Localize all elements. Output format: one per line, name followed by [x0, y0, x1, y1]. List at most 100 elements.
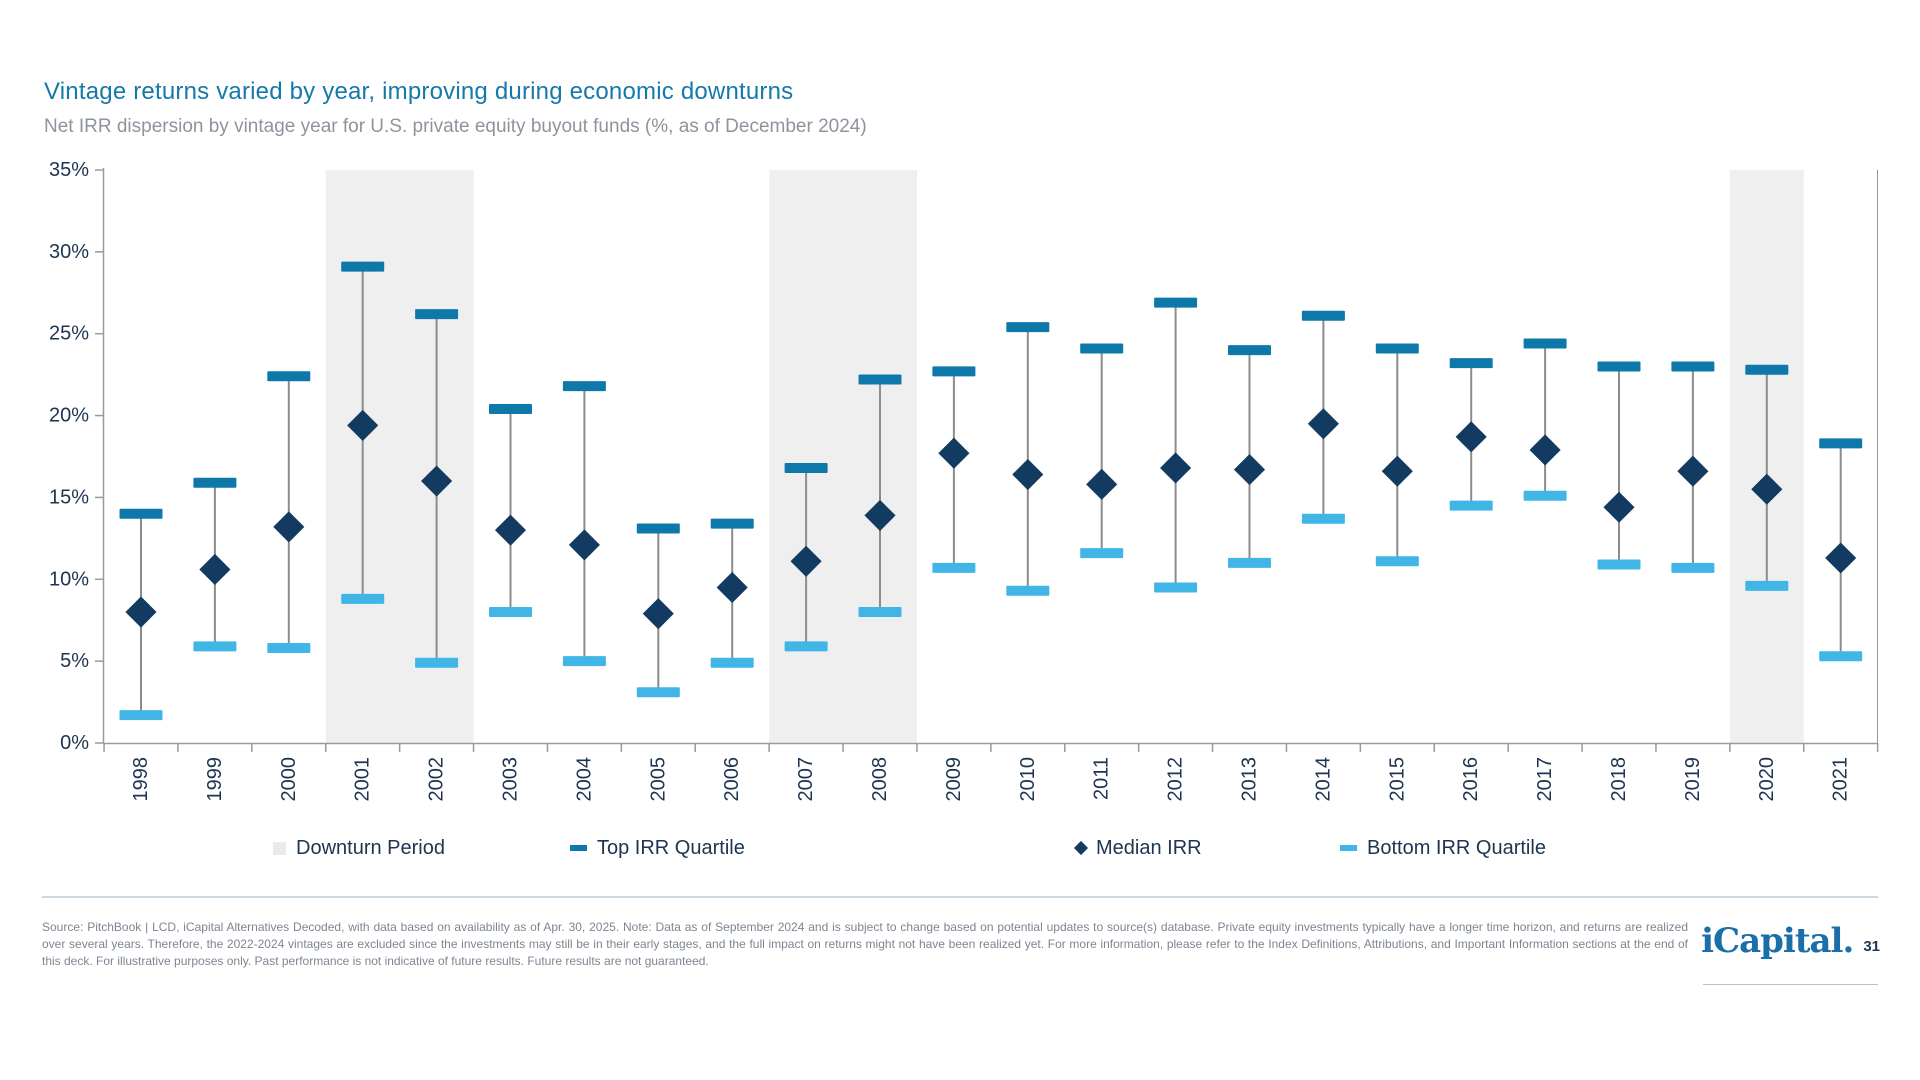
x-tick-label: 2017 [1534, 757, 1556, 802]
median-marker [938, 437, 970, 469]
top-quartile-marker [1228, 345, 1271, 356]
bottom-quartile-marker [1154, 582, 1198, 593]
median-marker [1825, 542, 1857, 574]
legend-label: Downturn Period [296, 836, 445, 859]
y-tick-label: 5% [60, 650, 89, 672]
x-tick-label: 2006 [721, 757, 743, 802]
x-tick-label: 2009 [943, 757, 965, 802]
median-marker [1455, 421, 1487, 453]
legend-label: Median IRR [1096, 836, 1202, 859]
top-quartile-swatch-icon [570, 845, 587, 851]
top-quartile-marker [1523, 338, 1567, 349]
y-tick-label: 25% [49, 323, 89, 345]
y-tick-label: 20% [49, 405, 89, 427]
x-tick-label: 2011 [1091, 757, 1113, 800]
median-marker [1160, 452, 1192, 484]
footer-brand: iCapital. 31 [1700, 918, 1880, 964]
top-quartile-marker [1006, 322, 1050, 333]
bottom-quartile-marker [1523, 490, 1567, 501]
top-quartile-marker [489, 404, 532, 415]
top-quartile-marker [636, 523, 680, 534]
bottom-quartile-marker [267, 643, 311, 654]
bottom-quartile-marker [1080, 548, 1124, 559]
bottom-quartile-marker [1449, 500, 1493, 511]
page-number: 31 [1863, 937, 1880, 955]
top-quartile-marker [562, 381, 606, 392]
chart-legend: Downturn Period Top IRR Quartile Median … [0, 836, 1920, 862]
top-quartile-marker [1375, 343, 1419, 354]
median-marker [1381, 455, 1413, 487]
median-marker [568, 529, 600, 561]
legend-item-median-irr: Median IRR [1073, 836, 1202, 860]
downturn-period-swatch-icon [273, 841, 286, 855]
y-tick-label: 0% [60, 732, 89, 754]
top-quartile-marker [193, 477, 237, 488]
top-quartile-marker [784, 462, 828, 473]
median-marker [1086, 468, 1118, 500]
x-tick-label: 2016 [1460, 757, 1482, 802]
bottom-quartile-marker [193, 641, 237, 652]
bottom-quartile-swatch-icon [1340, 845, 1357, 851]
bottom-quartile-marker [1301, 513, 1345, 524]
top-quartile-marker [1745, 364, 1789, 375]
downturn-band [769, 170, 917, 743]
bottom-quartile-marker [932, 562, 976, 573]
x-tick-label: 2004 [573, 757, 595, 802]
top-quartile-marker [267, 371, 311, 382]
median-irr-swatch-icon [1073, 840, 1089, 856]
x-tick-label: 2000 [278, 757, 300, 802]
legend-label: Top IRR Quartile [597, 836, 745, 859]
x-tick-label: 2020 [1756, 757, 1778, 802]
x-tick-label: 2014 [1312, 757, 1334, 802]
median-marker [1233, 454, 1266, 486]
median-marker [642, 598, 674, 630]
top-quartile-marker [1154, 297, 1198, 308]
x-tick-label: 2008 [869, 757, 891, 802]
x-tick-label: 2018 [1608, 757, 1630, 802]
median-marker [421, 465, 453, 497]
irr-dispersion-chart: 35% 30% 25% 20% 15% 10% 5% 0% 1998 1999 2000 2001 20… [49, 159, 1879, 802]
top-quartile-marker [1671, 361, 1715, 372]
bottom-quartile-marker [636, 687, 680, 698]
top-quartile-marker [415, 309, 459, 320]
x-tick-label: 2012 [1165, 757, 1187, 802]
top-quartile-marker [932, 366, 976, 377]
top-quartile-marker [1597, 361, 1641, 372]
page-subtitle: Net IRR dispersion by vintage year for U… [44, 116, 867, 137]
x-tick-label: 2005 [647, 757, 669, 802]
bottom-quartile-marker [710, 657, 754, 668]
median-marker [125, 596, 157, 628]
top-quartile-marker [1080, 343, 1124, 354]
bottom-quartile-marker [489, 607, 532, 618]
bottom-quartile-marker [341, 593, 385, 604]
top-quartile-marker [1819, 438, 1863, 449]
x-tick-label: 2015 [1386, 757, 1408, 802]
x-tick-label: 2010 [1017, 757, 1039, 802]
median-marker [1012, 458, 1044, 491]
logo-underline [1703, 984, 1878, 985]
x-tick-label: 2013 [1239, 757, 1261, 802]
median-marker [347, 409, 379, 441]
x-tick-label: 1999 [204, 757, 226, 802]
median-marker [1307, 408, 1339, 440]
top-quartile-marker [341, 261, 385, 272]
x-tick-label: 2007 [795, 757, 817, 802]
median-marker [716, 571, 748, 604]
top-quartile-marker [1301, 310, 1345, 321]
median-marker [273, 511, 305, 543]
bottom-quartile-marker [858, 607, 902, 618]
median-marker [1751, 473, 1783, 505]
footer-divider [42, 896, 1878, 898]
downturn-band [325, 170, 474, 743]
top-quartile-marker [119, 508, 163, 519]
x-tick-label: 2021 [1830, 757, 1852, 802]
x-tick-label: 1998 [130, 757, 152, 802]
x-tick-label: 2019 [1682, 757, 1704, 802]
legend-item-top-irr-quartile: Top IRR Quartile [570, 836, 745, 860]
x-tick-label: 2003 [500, 757, 522, 802]
y-tick-label: 15% [49, 486, 89, 508]
x-tick-label: 2001 [352, 757, 374, 802]
bottom-quartile-marker [1597, 559, 1641, 570]
bottom-quartile-marker [1819, 651, 1863, 662]
